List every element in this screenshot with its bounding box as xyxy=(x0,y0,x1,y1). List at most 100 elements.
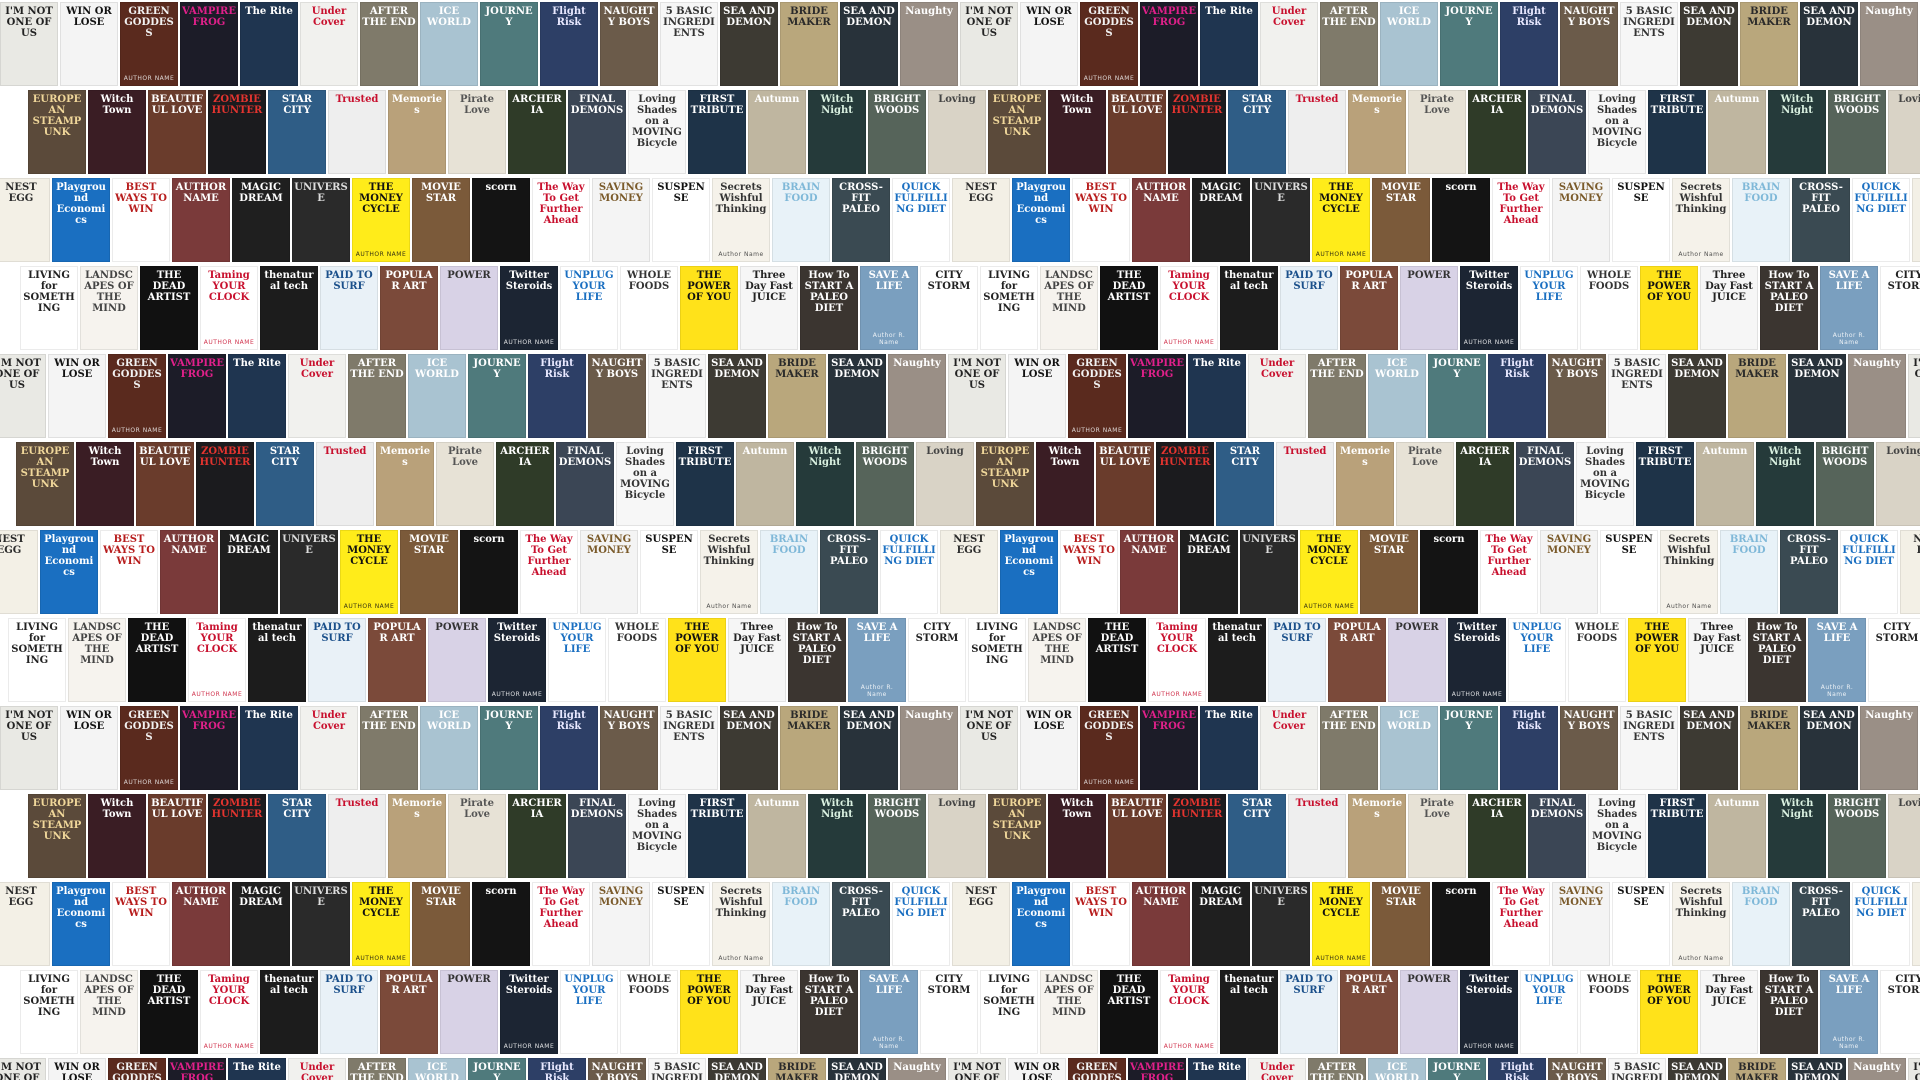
book-cover[interactable]: Loving xyxy=(928,90,986,174)
book-cover[interactable]: Loving xyxy=(928,794,986,878)
book-cover[interactable]: Taming YOUR CLOCK AUTHOR NAME xyxy=(1148,618,1206,702)
book-cover[interactable]: NEST EGG xyxy=(0,882,50,966)
book-cover[interactable]: scorn xyxy=(472,178,530,262)
book-cover[interactable]: AFTER THE END xyxy=(360,706,418,790)
book-cover[interactable]: POWER xyxy=(1388,618,1446,702)
book-cover[interactable]: FINAL DEMONS xyxy=(568,794,626,878)
book-cover[interactable]: SEA AND DEMON xyxy=(708,1058,766,1080)
book-cover[interactable]: WIN OR LOSE xyxy=(1008,1058,1066,1080)
book-cover[interactable]: FINAL DEMONS xyxy=(556,442,614,526)
book-cover[interactable]: I'M NOT ONE OF US xyxy=(0,2,58,86)
book-cover[interactable]: Autumn xyxy=(1696,442,1754,526)
book-cover[interactable]: I'M NOT ONE OF US xyxy=(0,706,58,790)
book-cover[interactable]: AUTHOR NAME xyxy=(1132,178,1190,262)
book-cover[interactable]: Trusted xyxy=(328,90,386,174)
book-cover[interactable]: CROSS-FIT PALEO xyxy=(832,882,890,966)
book-cover[interactable]: MOVIE STAR xyxy=(1372,178,1430,262)
book-cover[interactable]: Pirate Love xyxy=(436,442,494,526)
book-cover[interactable]: The Way To Get Further Ahead xyxy=(1492,178,1550,262)
book-cover[interactable]: JOURNEY xyxy=(468,1058,526,1080)
book-cover[interactable]: The Rite xyxy=(1200,706,1258,790)
book-cover[interactable]: Pirate Love xyxy=(448,90,506,174)
book-cover[interactable]: VAMPIRE FROG xyxy=(1140,2,1198,86)
book-cover[interactable]: I'M NOT ONE OF US xyxy=(960,2,1018,86)
book-cover[interactable]: Naughty xyxy=(1848,354,1906,438)
book-cover[interactable]: NAUGHTY BOYS xyxy=(588,1058,646,1080)
book-cover[interactable]: PAID TO SURF xyxy=(308,618,366,702)
book-cover[interactable]: Pirate Love xyxy=(1408,90,1466,174)
book-cover[interactable]: SEA AND DEMON xyxy=(1680,2,1738,86)
book-cover[interactable]: FINAL DEMONS xyxy=(1528,90,1586,174)
book-cover[interactable]: THE MONEY CYCLE AUTHOR NAME xyxy=(352,178,410,262)
book-cover[interactable]: CROSS-FIT PALEO xyxy=(1780,530,1838,614)
book-cover[interactable]: SEA AND DEMON xyxy=(840,706,898,790)
book-cover[interactable]: SAVE A LIFE Author R. Name xyxy=(1820,266,1878,350)
book-cover[interactable]: I'M NOT ONE OF US xyxy=(1908,354,1920,438)
book-cover[interactable]: Witch Town xyxy=(1048,794,1106,878)
book-cover[interactable]: THE MONEY CYCLE AUTHOR NAME xyxy=(352,882,410,966)
book-cover[interactable]: THE DEAD ARTIST xyxy=(128,618,186,702)
book-cover[interactable]: ARCHERIA xyxy=(496,442,554,526)
book-cover[interactable]: MAGIC DREAM xyxy=(220,530,278,614)
book-cover[interactable]: Witch Town xyxy=(88,794,146,878)
book-cover[interactable]: POWER xyxy=(440,266,498,350)
book-cover[interactable]: UNIVERSE xyxy=(280,530,338,614)
book-cover[interactable]: Taming YOUR CLOCK AUTHOR NAME xyxy=(188,618,246,702)
book-cover[interactable]: thenatural tech xyxy=(260,266,318,350)
book-cover[interactable]: SAVE A LIFE Author R. Name xyxy=(860,266,918,350)
book-cover[interactable]: THE POWER OF YOU xyxy=(680,970,738,1054)
book-cover[interactable]: GREEN GODDESS AUTHOR NAME xyxy=(1080,2,1138,86)
book-cover[interactable]: Trusted xyxy=(316,442,374,526)
book-cover[interactable]: WHOLE FOODS xyxy=(620,266,678,350)
book-cover[interactable]: PAID TO SURF xyxy=(320,266,378,350)
book-cover[interactable]: How To START A PALEO DIET xyxy=(1760,970,1818,1054)
book-cover[interactable]: SEA AND DEMON xyxy=(1668,1058,1726,1080)
book-cover[interactable]: GREEN GODDESS AUTHOR NAME xyxy=(1080,706,1138,790)
book-cover[interactable]: BRIDE MAKER xyxy=(1740,2,1798,86)
book-cover[interactable]: NAUGHTY BOYS xyxy=(600,2,658,86)
book-cover[interactable]: QUICK FULFILLING DIET xyxy=(892,178,950,262)
book-cover[interactable]: Naughty xyxy=(900,706,958,790)
book-cover[interactable]: Secrets Wishful Thinking Author Name xyxy=(1672,882,1730,966)
book-cover[interactable]: Trusted xyxy=(1288,90,1346,174)
book-cover[interactable]: SEA AND DEMON xyxy=(708,354,766,438)
book-cover[interactable]: CROSS-FIT PALEO xyxy=(820,530,878,614)
book-cover[interactable]: WIN OR LOSE xyxy=(1020,2,1078,86)
book-cover[interactable]: Under Cover xyxy=(300,706,358,790)
book-cover[interactable]: THE POWER OF YOU xyxy=(1640,266,1698,350)
book-cover[interactable]: Secrets Wishful Thinking Author Name xyxy=(1672,178,1730,262)
book-cover[interactable]: Three Day Fast JUICE xyxy=(740,970,798,1054)
book-cover[interactable]: JOURNEY xyxy=(1428,354,1486,438)
book-cover[interactable]: CITY STORM xyxy=(1868,618,1920,702)
book-cover[interactable]: SUSPENSE xyxy=(1612,882,1670,966)
book-cover[interactable]: SEA AND DEMON xyxy=(1800,2,1858,86)
book-cover[interactable]: JOURNEY xyxy=(468,354,526,438)
book-cover[interactable]: SAVING MONEY xyxy=(1552,882,1610,966)
book-cover[interactable]: SAVING MONEY xyxy=(1540,530,1598,614)
book-cover[interactable]: MOVIE STAR xyxy=(400,530,458,614)
book-cover[interactable]: SUSPENSE xyxy=(1600,530,1658,614)
book-cover[interactable]: MAGIC DREAM xyxy=(1180,530,1238,614)
book-cover[interactable]: SEA AND DEMON xyxy=(1680,706,1738,790)
book-cover[interactable]: UNIVERSE xyxy=(1252,178,1310,262)
book-cover[interactable]: AUTHOR NAME xyxy=(1120,530,1178,614)
book-cover[interactable]: BEAUTIFUL LOVE xyxy=(1108,794,1166,878)
book-cover[interactable]: Loving xyxy=(916,442,974,526)
book-cover[interactable]: STAR CITY xyxy=(256,442,314,526)
book-cover[interactable]: Flight Risk xyxy=(1488,354,1546,438)
book-cover[interactable]: NEST EGG xyxy=(952,178,1010,262)
book-cover[interactable]: Twitter Steroids AUTHOR NAME xyxy=(1448,618,1506,702)
book-cover[interactable]: BEST WAYS TO WIN xyxy=(112,178,170,262)
book-cover[interactable]: THE POWER OF YOU xyxy=(1628,618,1686,702)
book-cover[interactable]: scorn xyxy=(1420,530,1478,614)
book-cover[interactable]: How To START A PALEO DIET xyxy=(1748,618,1806,702)
book-cover[interactable]: BRAIN FOOD xyxy=(1732,178,1790,262)
book-cover[interactable]: Witch Night xyxy=(1768,90,1826,174)
book-cover[interactable]: CROSS-FIT PALEO xyxy=(832,178,890,262)
book-cover[interactable]: NAUGHTY BOYS xyxy=(1548,1058,1606,1080)
book-cover[interactable]: CITY STORM xyxy=(920,970,978,1054)
book-cover[interactable]: NAUGHTY BOYS xyxy=(1560,2,1618,86)
book-cover[interactable]: ICE WORLD xyxy=(408,354,466,438)
book-cover[interactable]: Three Day Fast JUICE xyxy=(1700,970,1758,1054)
book-cover[interactable]: NAUGHTY BOYS xyxy=(588,354,646,438)
